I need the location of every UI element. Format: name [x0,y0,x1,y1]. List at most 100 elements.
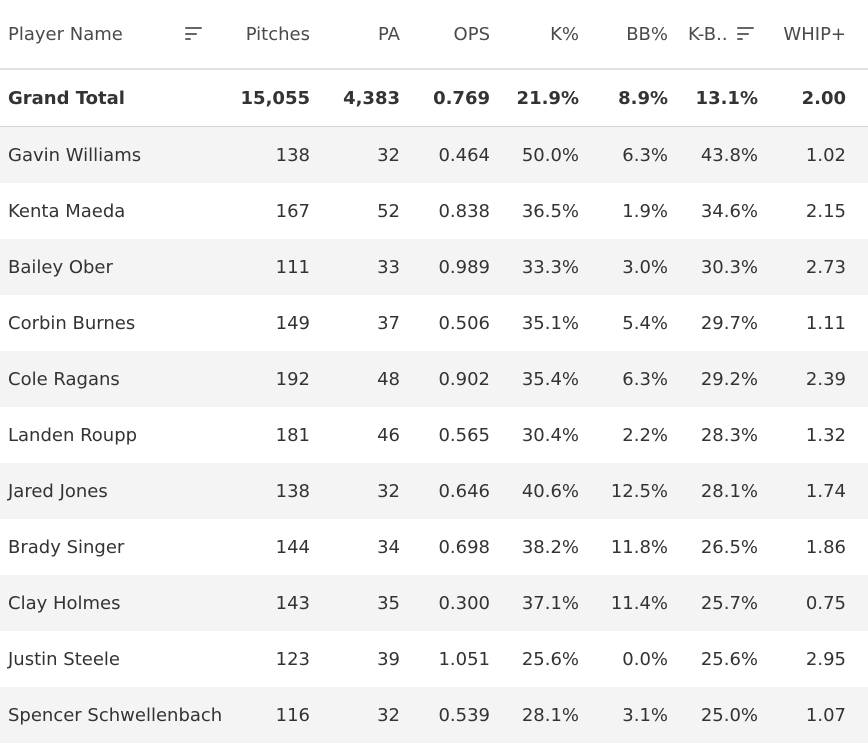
pitches-cell: 111 [275,256,310,278]
bb-pct-cell: 6.3% [622,368,668,390]
whip-plus-cell: 1.07 [805,704,846,726]
pitches-cell: 192 [275,368,310,390]
whip-plus-cell: 0.75 [805,592,846,614]
k-bb-cell: 43.8% [700,144,758,166]
k-pct-cell: 38.2% [521,536,579,558]
pitches-cell: 149 [275,312,310,334]
k-pct-cell: 30.4% [521,424,579,446]
grand-total-ops: 0.769 [433,87,490,109]
ops-cell: 0.506 [438,312,490,334]
k-pct-cell: 36.5% [521,200,579,222]
k-bb-cell: 25.0% [700,704,758,726]
bb-pct-cell: 3.0% [622,256,668,278]
ops-cell: 0.989 [438,256,490,278]
pa-cell: 48 [377,368,400,390]
bb-pct-cell: 3.1% [622,704,668,726]
player-name-cell: Kenta Maeda [8,200,126,222]
k-pct-cell: 28.1% [521,704,579,726]
table-header-row: Player Name Pitches PA OPS K% BB% K-B.. … [0,0,868,70]
column-header-bb-pct[interactable]: BB% [626,23,668,45]
pa-cell: 32 [377,144,400,166]
whip-plus-cell: 2.39 [805,368,846,390]
player-name-cell: Cole Ragans [8,368,120,390]
sort-descending-icon[interactable] [185,27,203,41]
k-pct-cell: 25.6% [521,648,579,670]
ops-cell: 0.902 [438,368,490,390]
k-pct-cell: 40.6% [521,480,579,502]
ops-cell: 0.539 [438,704,490,726]
table-body: Gavin Williams 138 32 0.464 50.0% 6.3% 43.8% 1.… [0,127,868,743]
table-row[interactable]: Spencer Schwellenbach 116 32 0.539 28.1% 3.1%… [0,687,868,743]
whip-plus-cell: 2.73 [805,256,846,278]
column-header-label: Player Name [8,23,123,45]
sort-descending-icon[interactable] [736,27,755,41]
k-bb-cell: 28.1% [700,480,758,502]
column-header-pa[interactable]: PA [377,23,400,45]
table-row[interactable]: Bailey Ober 111 33 0.989 33.3% 3.0% 30.3% 2.73 [0,239,868,295]
table-row[interactable]: Landen Roupp 181 46 0.565 30.4% 2.2% 28.3% 1.32 [0,407,868,463]
bb-pct-cell: 6.3% [622,144,668,166]
table-row[interactable]: Corbin Burnes 149 37 0.506 35.1% 5.4% 29.7% 1.1… [0,295,868,351]
pitches-cell: 144 [275,536,310,558]
pa-cell: 39 [377,648,400,670]
bb-pct-cell: 12.5% [610,480,668,502]
whip-plus-cell: 2.15 [805,200,846,222]
whip-plus-cell: 1.74 [805,480,846,502]
grand-total-bb-pct: 8.9% [618,87,668,109]
player-name-cell: Bailey Ober [8,256,113,278]
bb-pct-cell: 11.4% [610,592,668,614]
pitches-cell: 138 [275,144,310,166]
pa-cell: 52 [377,200,400,222]
pitches-cell: 116 [275,704,310,726]
column-header-k-pct[interactable]: K% [550,23,579,45]
player-name-cell: Brady Singer [8,536,125,558]
grand-total-pitches: 15,055 [240,87,310,109]
grand-total-whip-plus: 2.00 [801,87,846,109]
grand-total-pa: 4,383 [343,87,400,109]
pa-cell: 34 [377,536,400,558]
whip-plus-cell: 1.02 [805,144,846,166]
player-name-cell: Corbin Burnes [8,312,136,334]
pitches-cell: 138 [275,480,310,502]
table-row[interactable]: Brady Singer 144 34 0.698 38.2% 11.8% 26.5% 1.8… [0,519,868,575]
k-pct-cell: 35.1% [521,312,579,334]
ops-cell: 0.838 [438,200,490,222]
player-name-cell: Clay Holmes [8,592,121,614]
table-row[interactable]: Clay Holmes 143 35 0.300 37.1% 11.4% 25.7% 0.75 [0,575,868,631]
pitches-cell: 167 [275,200,310,222]
bb-pct-cell: 1.9% [622,200,668,222]
grand-total-k-pct: 21.9% [516,87,579,109]
pa-cell: 46 [377,424,400,446]
player-name-cell: Spencer Schwellenbach [8,704,223,726]
player-name-cell: Jared Jones [8,480,108,502]
table-row[interactable]: Justin Steele 123 39 1.051 25.6% 0.0% 25.6% 2.9… [0,631,868,687]
whip-plus-cell: 1.32 [805,424,846,446]
bb-pct-cell: 0.0% [622,648,668,670]
k-pct-cell: 33.3% [521,256,579,278]
ops-cell: 1.051 [438,648,490,670]
column-header-k-bb[interactable]: K-B.. [668,24,758,45]
grand-total-k-bb: 13.1% [695,87,758,109]
table-row[interactable]: Gavin Williams 138 32 0.464 50.0% 6.3% 43.8% 1.… [0,127,868,183]
bb-pct-cell: 11.8% [610,536,668,558]
k-pct-cell: 35.4% [521,368,579,390]
column-header-pitches[interactable]: Pitches [245,23,310,45]
table-row[interactable]: Jared Jones 138 32 0.646 40.6% 12.5% 28.1% 1.74 [0,463,868,519]
grand-total-row: Grand Total 15,055 4,383 0.769 21.9% 8.9… [0,70,868,127]
table-row[interactable]: Kenta Maeda 167 52 0.838 36.5% 1.9% 34.6% 2.15 [0,183,868,239]
player-name-cell: Landen Roupp [8,424,138,446]
pa-cell: 37 [377,312,400,334]
pa-cell: 35 [377,592,400,614]
table-row[interactable]: Cole Ragans 192 48 0.902 35.4% 6.3% 29.2% 2.39 [0,351,868,407]
k-bb-cell: 28.3% [700,424,758,446]
player-name-cell: Justin Steele [8,648,120,670]
k-bb-cell: 29.2% [700,368,758,390]
ops-cell: 0.646 [438,480,490,502]
column-header-whip-plus[interactable]: WHIP+ [783,23,846,45]
bb-pct-cell: 5.4% [622,312,668,334]
column-header-player-name[interactable]: Player Name [0,24,227,45]
pa-cell: 32 [377,480,400,502]
player-name-cell: Gavin Williams [8,144,142,166]
column-header-ops[interactable]: OPS [453,23,490,45]
